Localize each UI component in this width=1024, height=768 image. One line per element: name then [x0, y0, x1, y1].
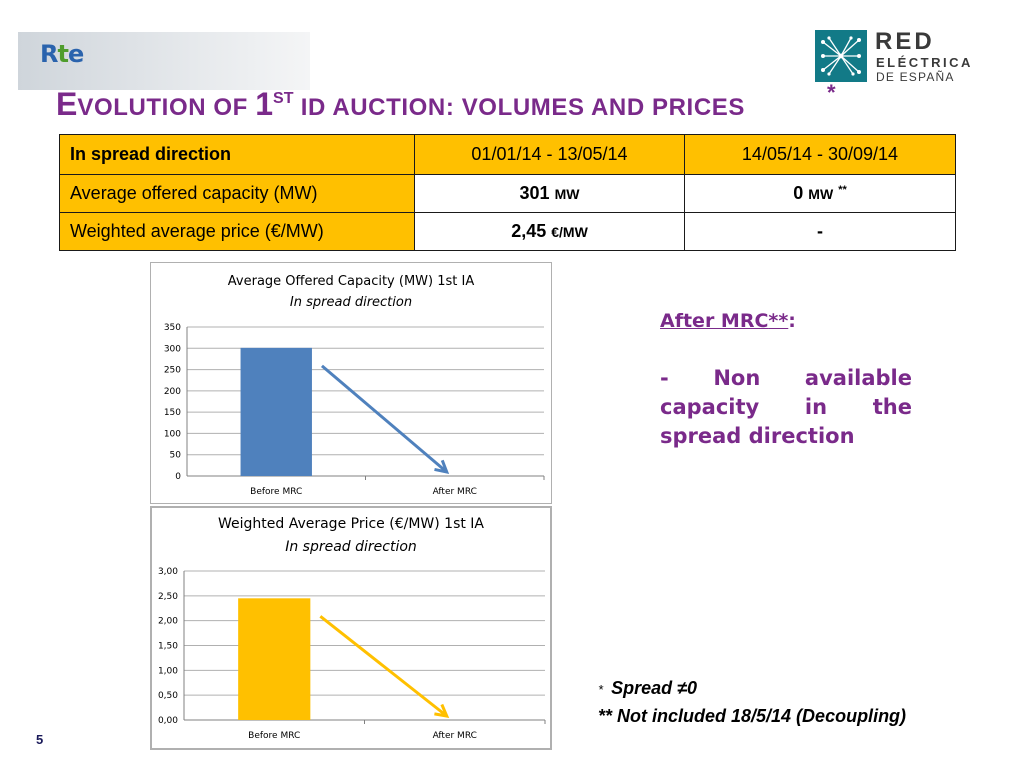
- rte-logo-mark: Rte: [40, 40, 84, 68]
- y-tick-label: 200: [164, 387, 181, 397]
- capacity-chart: 0 50 100 150 200 250 300 350 Before MRC After MRC: [164, 323, 545, 497]
- table-header-row: In spread direction 01/01/14 - 13/05/14 …: [59, 134, 956, 175]
- red-electrica-logo-line1: RED: [875, 28, 935, 55]
- y-tick-label: 1,50: [158, 642, 178, 652]
- rte-logo: Rte: [18, 32, 310, 90]
- table-row: Average offered capacity (MW) 301 MW 0 M…: [59, 174, 956, 213]
- table-cell: -: [684, 212, 956, 251]
- footnote-spread: * Spread ≠0: [598, 678, 697, 698]
- after-mrc-note: After MRC**: - Non available capacity in…: [660, 310, 912, 451]
- y-tick-label: 2,00: [158, 617, 178, 627]
- red-electrica-logo-line2: ELÉCTRICA: [876, 55, 973, 70]
- table-header-label: In spread direction: [59, 134, 415, 175]
- y-tick-label: 0,00: [158, 716, 178, 726]
- slide-title: EVOLUTION OF 1ST ID AUCTION: VOLUMES AND…: [56, 80, 836, 122]
- chart-subtitle: In spread direction: [285, 539, 417, 555]
- bar-before-mrc: [238, 598, 311, 720]
- table-row-label: Weighted average price (€/MW): [59, 212, 415, 251]
- capacity-chart-panel: Average Offered Capacity (MW) 1st IA In …: [150, 262, 552, 504]
- y-tick-label: 50: [170, 451, 182, 461]
- price-chart-panel: Weighted Average Price (€/MW) 1st IA In …: [150, 506, 552, 750]
- y-tick-label: 1,00: [158, 666, 178, 676]
- footnotes: * Spread ≠0 ** Not included 18/5/14 (Deco…: [598, 675, 906, 730]
- chart-title: Average Offered Capacity (MW) 1st IA: [227, 274, 475, 289]
- x-tick-label: After MRC: [433, 487, 477, 497]
- auction-summary-table: In spread direction 01/01/14 - 13/05/14 …: [59, 134, 956, 251]
- table-row-label: Average offered capacity (MW): [59, 174, 415, 213]
- y-tick-label: 150: [164, 408, 181, 418]
- table-cell: 0 MW **: [684, 174, 956, 213]
- price-chart: 0,00 0,50 1,00 1,50 2,00 2,50 3,00 Before MRC Af…: [158, 567, 546, 741]
- chart-title: Weighted Average Price (€/MW) 1st IA: [217, 516, 485, 532]
- footnote-decoupling: ** Not included 18/5/14 (Decoupling): [598, 706, 907, 726]
- x-tick-label: Before MRC: [250, 487, 302, 497]
- red-electrica-logo-emblem: [815, 30, 867, 82]
- trend-arrow-head: [434, 703, 450, 718]
- table-header-period-2: 14/05/14 - 30/09/14: [684, 134, 956, 175]
- y-tick-label: 100: [164, 429, 181, 439]
- chart-subtitle: In spread direction: [289, 295, 413, 310]
- table-cell: 2,45 €/MW: [414, 212, 685, 251]
- trend-arrow: [320, 364, 448, 474]
- y-tick-label: 300: [164, 344, 181, 354]
- bar-before-mrc: [240, 347, 312, 476]
- page-number: 5: [36, 732, 44, 747]
- trend-arrow: [319, 615, 448, 718]
- y-tick-label: 350: [164, 323, 181, 333]
- red-electrica-logo-line3: DE ESPAÑA: [876, 70, 955, 84]
- after-mrc-heading: After MRC**:: [660, 310, 796, 332]
- title-asterisk: *: [827, 80, 836, 105]
- table-row: Weighted average price (€/MW) 2,45 €/MW …: [59, 212, 956, 251]
- table-header-period-1: 01/01/14 - 13/05/14: [414, 134, 685, 175]
- after-mrc-body: - Non available capacity in the spread d…: [660, 366, 912, 448]
- y-tick-label: 2,50: [158, 592, 178, 602]
- y-tick-label: 0,50: [158, 691, 178, 701]
- red-electrica-logo: RED ELÉCTRICA DE ESPAÑA: [815, 28, 1010, 85]
- y-tick-label: 250: [164, 366, 181, 376]
- trend-arrow-head: [434, 459, 450, 475]
- y-tick-label: 3,00: [158, 567, 178, 577]
- table-cell: 301 MW: [414, 174, 685, 213]
- x-tick-label: Before MRC: [248, 731, 300, 741]
- x-tick-label: After MRC: [433, 731, 477, 741]
- y-tick-label: 0: [175, 472, 181, 482]
